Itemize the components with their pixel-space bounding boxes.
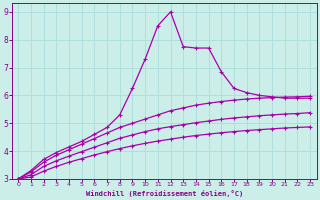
X-axis label: Windchill (Refroidissement éolien,°C): Windchill (Refroidissement éolien,°C) xyxy=(85,190,243,197)
